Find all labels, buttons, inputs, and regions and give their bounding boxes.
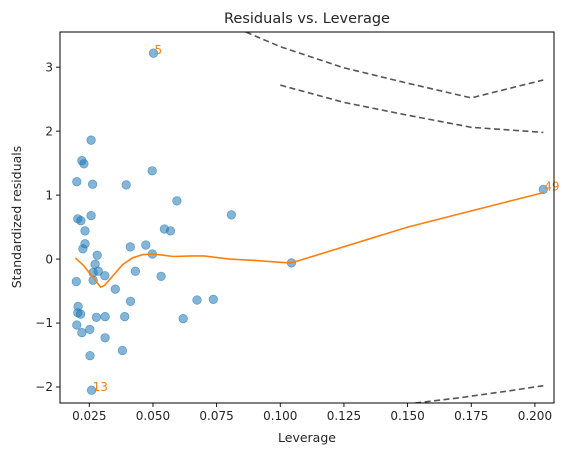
scatter-point	[79, 159, 89, 169]
y-tick-label: 1	[45, 188, 53, 202]
x-tick-label: 0.150	[390, 409, 424, 423]
x-tick-label: 0.075	[199, 409, 233, 423]
point-annotation: 13	[93, 380, 108, 394]
y-axis-label: Standardized residuals	[9, 146, 24, 289]
scatter-point	[538, 184, 548, 194]
cooks-distance-curve-1	[245, 32, 544, 99]
x-tick-label: 0.050	[136, 409, 170, 423]
y-tick-label: 0	[45, 252, 53, 266]
scatter-point	[92, 250, 102, 260]
point-annotations: 5 49 13	[93, 43, 560, 394]
scatter-point	[78, 244, 88, 254]
scatter-point	[178, 314, 188, 324]
scatter-point	[75, 309, 86, 319]
scatter-point	[100, 271, 110, 281]
x-tick-label: 0.025	[72, 409, 106, 423]
scatter-point	[100, 333, 110, 343]
x-axis: 0.025 0.050 0.075 0.100 0.125 0.150 0.175 0.200	[72, 403, 552, 423]
scatter-point	[141, 240, 151, 250]
y-tick-label: 2	[45, 124, 53, 138]
scatter-point	[100, 312, 110, 322]
scatter-point	[86, 385, 97, 395]
scatter-point	[77, 328, 87, 338]
scatter-point	[86, 135, 96, 145]
scatter-point	[156, 271, 166, 281]
scatter-point	[85, 351, 95, 361]
scatter-point	[88, 275, 98, 285]
cooks-distance-curve-2	[280, 84, 544, 134]
scatter-point	[71, 276, 81, 287]
scatter-point	[91, 312, 101, 322]
cooks-distance-lines	[245, 32, 544, 403]
scatter-point	[208, 294, 218, 305]
scatter-point	[130, 266, 140, 276]
x-tick-label: 0.175	[454, 409, 488, 423]
chart-title: Residuals vs. Leverage	[224, 11, 390, 27]
y-tick-label: 3	[45, 60, 53, 74]
scatter-point	[148, 48, 159, 58]
scatter-point	[121, 180, 131, 190]
scatter-point	[117, 345, 127, 356]
scatter-point	[85, 324, 95, 335]
scatter-point	[125, 242, 135, 252]
cooks-distance-curve-3	[415, 384, 544, 403]
x-tick-label: 0.100	[263, 409, 297, 423]
y-tick-label: −2	[35, 380, 53, 394]
point-annotation: 49	[544, 179, 559, 193]
scatter-point	[226, 210, 236, 220]
scatter-point	[165, 226, 176, 236]
x-axis-label: Leverage	[278, 430, 336, 445]
plot-frame	[59, 31, 555, 404]
x-tick-label: 0.125	[327, 409, 361, 423]
scatter-point	[72, 177, 82, 187]
y-axis: −2 −1 0 1 2 3	[35, 60, 60, 394]
scatter-point	[93, 266, 103, 276]
scatter-point	[120, 312, 130, 322]
scatter-points	[71, 48, 548, 395]
scatter-point	[147, 166, 157, 176]
lowess-line	[74, 191, 544, 289]
scatter-point	[86, 211, 96, 221]
scatter-point	[172, 196, 182, 206]
scatter-point	[72, 320, 82, 330]
scatter-point	[80, 226, 90, 236]
point-annotation: 5	[155, 43, 163, 57]
scatter-point	[110, 284, 120, 294]
scatter-point	[76, 216, 86, 226]
y-tick-label: −1	[35, 316, 53, 330]
x-tick-label: 0.200	[518, 409, 552, 423]
smooth-line	[74, 191, 544, 289]
scatter-point	[192, 295, 202, 305]
scatter-point	[125, 296, 136, 306]
scatter-point	[87, 179, 98, 189]
